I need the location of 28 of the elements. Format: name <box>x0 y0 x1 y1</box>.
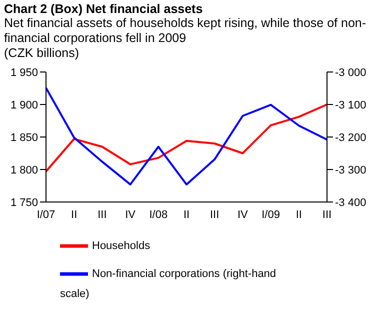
legend-label: Non-financial corporations (right-hand scale) <box>60 268 276 300</box>
y2-tick-label: -3 200 <box>335 132 366 144</box>
x-tick-label: III <box>210 208 220 221</box>
y2-tick-label: -3 000 <box>335 66 366 79</box>
x-tick-label: I/09 <box>262 208 280 221</box>
y-axis-title: (CZK billions) <box>4 46 80 60</box>
x-tick-label: II <box>71 208 78 221</box>
x-tick-label: III <box>322 208 332 221</box>
line-series <box>45 86 328 186</box>
x-tick-label: II <box>183 208 190 221</box>
x-tick-label: IV <box>125 208 136 221</box>
x-tick-label: II <box>296 208 302 221</box>
legend-label: Households <box>92 240 150 252</box>
x-tick-label: I/07 <box>36 208 56 221</box>
chart-subtitle: Net financial assets of households kept rising, while those of non-financial corporations fell in 2009 <box>4 16 368 46</box>
x-tick-label: IV <box>237 208 249 221</box>
y2-tick-label: -3 400 <box>335 196 366 209</box>
y2-tick-label: -3 100 <box>335 99 366 112</box>
y-tick-label: 1 800 <box>10 164 38 176</box>
chart-title: Chart 2 (Box) Net financial assets <box>4 2 204 16</box>
y-tick-label: 1 850 <box>10 132 38 144</box>
y-tick-label: 1 950 <box>10 66 38 79</box>
x-tick-label: I/08 <box>149 208 168 221</box>
y-tick-label: 1 750 <box>10 196 38 209</box>
y2-tick-label: -3 300 <box>335 164 366 176</box>
x-tick-label: III <box>98 208 107 221</box>
y-tick-label: 1 900 <box>10 99 38 112</box>
line-series <box>45 104 328 172</box>
